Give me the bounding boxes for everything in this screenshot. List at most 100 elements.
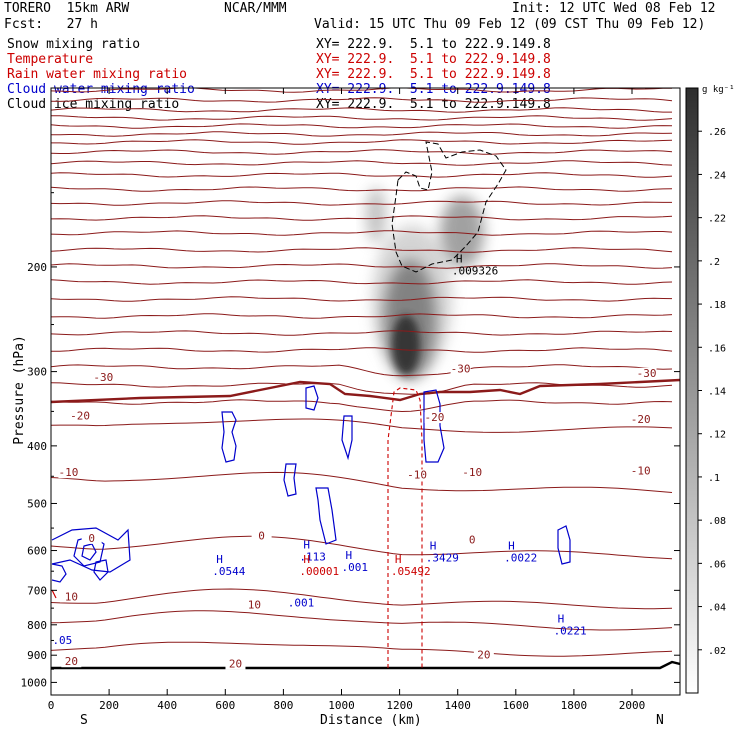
temperature-label: 0 bbox=[88, 532, 95, 545]
extremum-value: .0022 bbox=[504, 551, 537, 564]
extremum-marker: H bbox=[395, 553, 402, 566]
colorbar-tick-label: .06 bbox=[708, 559, 726, 570]
temperature-label: -10 bbox=[58, 466, 78, 479]
x-tick-label: 200 bbox=[99, 699, 119, 712]
y-tick-label: 700 bbox=[27, 584, 47, 597]
temperature-isotherms bbox=[51, 88, 680, 670]
field-name-rain: Rain water mixing ratio bbox=[7, 67, 188, 82]
temperature-isotherm bbox=[51, 107, 672, 113]
temperature-isotherm bbox=[51, 115, 673, 121]
cloud-water-contour bbox=[51, 527, 131, 573]
x-tick-label: 1000 bbox=[328, 699, 355, 712]
cloud-water-contour bbox=[81, 543, 97, 561]
extremum-marker: H bbox=[346, 549, 353, 562]
x-tick-label: 1600 bbox=[503, 699, 530, 712]
x-tick-label: 1400 bbox=[444, 699, 471, 712]
y-axis-label: Pressure (hPa) bbox=[12, 335, 27, 445]
forecast-hour: Fcst: 27 h bbox=[4, 17, 98, 32]
x-tick-label: 800 bbox=[273, 699, 293, 712]
extremum-value: .00001 bbox=[299, 565, 339, 578]
y-tick-label: 200 bbox=[27, 261, 47, 274]
temperature-label: 20 bbox=[477, 648, 490, 661]
extremum-marker: H bbox=[456, 253, 463, 266]
field-name-cloud-water: Cloud water mixing ratio bbox=[7, 82, 195, 97]
temperature-label-bg bbox=[473, 649, 494, 661]
colorbar-tick-label: .26 bbox=[708, 127, 726, 138]
temperature-label: -30 bbox=[451, 363, 471, 376]
snow-plume-upper-right bbox=[440, 196, 484, 268]
temperature-label: -20 bbox=[70, 410, 90, 423]
field-xy-temperature: XY= 222.9. 5.1 to 222.9.149.8 bbox=[316, 52, 551, 67]
temperature-isotherm bbox=[51, 347, 673, 353]
temperature-isotherm bbox=[51, 149, 673, 155]
temperature-label-bg bbox=[244, 599, 265, 611]
cloud-water-contour bbox=[341, 415, 353, 461]
colorbar-tick-label: .14 bbox=[708, 387, 726, 398]
temperature-isotherm bbox=[51, 247, 673, 253]
rain-water-contours bbox=[387, 387, 423, 668]
y-tick-label: 400 bbox=[27, 440, 47, 453]
temperature-label-bg bbox=[630, 465, 651, 477]
colorbar: .02 .04 .06 .08 .1 .12 .14 .16 .18 .2 .22 .24 .26 bbox=[685, 87, 726, 694]
y-tick-label: 300 bbox=[27, 366, 47, 379]
temperature-isotherm bbox=[51, 123, 673, 129]
temperature-isotherm bbox=[51, 296, 673, 302]
y-tick-label: 600 bbox=[27, 545, 47, 558]
temperature-isotherm bbox=[51, 610, 673, 631]
colorbar-tick-label: .02 bbox=[708, 646, 726, 657]
cloud-water-contour bbox=[283, 463, 297, 497]
temperature-isotherm bbox=[51, 418, 673, 433]
extremum-marker: H bbox=[558, 612, 565, 625]
extremum-value: .05492 bbox=[391, 565, 431, 578]
extremum-marker: H bbox=[216, 553, 223, 566]
y-tick-label: 900 bbox=[27, 649, 47, 662]
temperature-label: -10 bbox=[631, 464, 651, 477]
temperature-label-bg bbox=[225, 658, 246, 670]
temperature-label-bg bbox=[424, 412, 445, 424]
temperature-isotherm bbox=[51, 535, 673, 560]
x-tick-label: 1800 bbox=[561, 699, 588, 712]
colorbar-tick-label: .24 bbox=[708, 170, 726, 181]
temperature-label: -30 bbox=[637, 367, 657, 380]
temperature-isotherm bbox=[51, 160, 673, 166]
endpoint-north: N bbox=[656, 713, 664, 728]
freezing-level-isotherm bbox=[51, 378, 680, 404]
temperature-label-bg bbox=[70, 410, 91, 422]
temperature-label: 10 bbox=[65, 590, 78, 603]
colorbar-unit: g kg⁻¹ bbox=[702, 85, 735, 95]
extremum-value: .009326 bbox=[452, 265, 498, 278]
temperature-isotherm bbox=[51, 279, 673, 285]
temperature-isotherm bbox=[51, 215, 673, 221]
temperature-isotherm bbox=[51, 313, 673, 319]
rain-water-contour bbox=[387, 387, 423, 668]
cloud-water-contour bbox=[557, 525, 571, 565]
temperature-label: -20 bbox=[425, 411, 445, 424]
snow-plume-core bbox=[392, 315, 420, 375]
extremum-value: .001 bbox=[288, 596, 315, 609]
temperature-isotherm bbox=[51, 263, 673, 269]
field-name-snow: Snow mixing ratio bbox=[7, 37, 141, 52]
temperature-label: -10 bbox=[407, 468, 427, 481]
endpoint-south: S bbox=[80, 713, 88, 728]
colorbar-tick-label: .16 bbox=[708, 343, 726, 354]
temperature-isotherm bbox=[51, 88, 672, 93]
temperature-label-bg bbox=[251, 530, 272, 542]
cloud-water-contour bbox=[51, 589, 57, 599]
colorbar-tick-label: .12 bbox=[708, 430, 726, 441]
temperature-label: 0 bbox=[469, 534, 476, 547]
colorbar-tick-label: .04 bbox=[708, 603, 726, 614]
x-tick-label: 2000 bbox=[619, 699, 646, 712]
temperature-label-bg bbox=[407, 469, 428, 481]
temperature-label: 20 bbox=[65, 655, 78, 668]
model-title: TORERO 15km ARW bbox=[4, 1, 130, 16]
contour-labels: -30 -30 -30 -20 -20 -20 -10 -10 -10 -10 0 0 0 10 10 20 2… bbox=[52, 253, 657, 670]
cloud-water-contour bbox=[221, 411, 237, 463]
temperature-isotherm bbox=[51, 641, 673, 657]
colorbar-tick-label: .1 bbox=[708, 473, 720, 484]
temperature-label-bg bbox=[450, 363, 471, 375]
temperature-isotherm bbox=[51, 588, 673, 610]
temperature-isotherm bbox=[51, 172, 673, 178]
temperature-isotherm bbox=[51, 399, 673, 413]
colorbar-tick-label: .08 bbox=[708, 516, 726, 527]
